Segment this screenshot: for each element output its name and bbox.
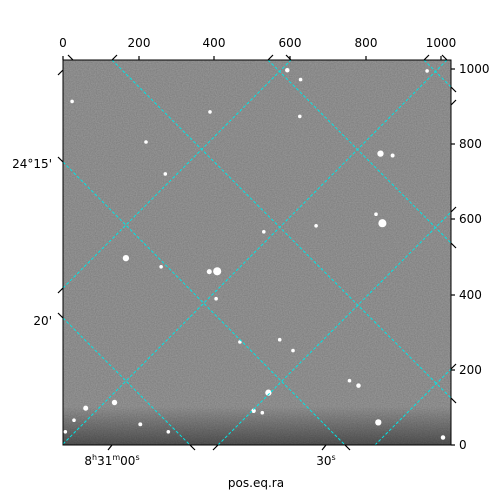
world-tick-top-3 xyxy=(267,54,274,61)
world-tick-left-4 xyxy=(57,312,64,319)
x-tick-label: 1000 xyxy=(426,36,457,50)
ra-minutes-unit: m xyxy=(112,453,120,462)
image-panel xyxy=(62,59,452,446)
image-bottom-shade xyxy=(63,60,451,445)
star-point xyxy=(390,153,395,158)
star-point xyxy=(291,348,295,353)
ra-hours: 8 xyxy=(84,454,92,468)
world-tick-bottom-2 xyxy=(189,444,196,451)
star-layer xyxy=(63,67,446,440)
star-point xyxy=(378,219,387,228)
ra-seconds: 00 xyxy=(120,454,135,468)
x-tick-label: 400 xyxy=(203,36,226,50)
ra-seconds: 30 xyxy=(316,454,331,468)
grid-line-dec-4 xyxy=(374,368,451,445)
star-point xyxy=(111,399,118,406)
y-tick-label: 1000 xyxy=(459,62,490,76)
world-tick-right-5 xyxy=(450,363,457,370)
star-point xyxy=(144,140,148,144)
y-tick-label: 400 xyxy=(459,288,482,302)
world-tick-top-2 xyxy=(111,54,118,61)
dec-tick-label: 24°15' xyxy=(12,157,52,171)
dec-tick-label: 20' xyxy=(33,314,52,328)
star-point xyxy=(206,269,212,275)
world-tick-top-4 xyxy=(285,54,292,61)
ra-seconds-unit: s xyxy=(332,453,336,462)
star-point xyxy=(159,265,163,269)
star-point xyxy=(63,430,68,434)
ra-seconds-unit: s xyxy=(135,453,139,462)
star-point xyxy=(440,435,446,440)
axis-ticks xyxy=(57,54,457,451)
x-tick-label: 200 xyxy=(128,36,151,50)
grid-line-ra-4 xyxy=(423,60,451,88)
star-point xyxy=(298,77,303,82)
world-tick-bottom-3 xyxy=(212,444,219,451)
grid-line-dec-2 xyxy=(63,60,448,445)
star-point xyxy=(265,389,272,396)
x-axis-title: pos.eq.ra xyxy=(228,476,284,490)
grid-line-dec-1 xyxy=(63,60,292,289)
world-tick-top-6 xyxy=(441,54,448,61)
star-point xyxy=(72,418,76,423)
world-tick-right-3 xyxy=(450,206,457,213)
plot-frame xyxy=(62,59,452,446)
x-tick-label: 600 xyxy=(279,36,302,50)
ra-tick-label: 8h31m00s xyxy=(84,453,139,468)
world-tick-bottom-5 xyxy=(321,444,327,451)
grid-line-ra-3 xyxy=(267,60,451,244)
star-point xyxy=(347,378,352,383)
ra-minutes: 31 xyxy=(97,454,112,468)
world-tick-right-6 xyxy=(450,397,457,404)
world-tick-right-2 xyxy=(450,99,457,106)
star-point xyxy=(314,224,318,228)
star-point xyxy=(83,405,89,411)
star-point xyxy=(425,69,429,73)
star-point xyxy=(377,150,384,157)
world-tick-top-1 xyxy=(67,54,74,61)
star-point xyxy=(260,410,265,415)
star-point xyxy=(213,267,222,276)
world-tick-right-1 xyxy=(450,86,457,93)
star-point xyxy=(262,230,266,234)
ra-tick-labels: 8h31m00s 30s xyxy=(84,453,335,468)
y-tick-label: 0 xyxy=(459,438,467,452)
ra-hours-unit: h xyxy=(92,453,97,462)
world-tick-left-1 xyxy=(57,69,64,76)
grid-line-ra-2 xyxy=(63,161,346,445)
coordinate-grid xyxy=(63,60,451,445)
y-tick-label: 600 xyxy=(459,212,482,226)
star-point xyxy=(122,254,130,262)
x-tick-label: 0 xyxy=(59,36,67,50)
x-tick-label: 800 xyxy=(355,36,378,50)
world-tick-right-4 xyxy=(450,242,457,249)
star-point xyxy=(251,408,256,414)
top-x-tick-labels: 0 200 400 600 800 1000 xyxy=(59,36,456,50)
star-point xyxy=(277,337,282,342)
world-tick-bottom-1 xyxy=(107,444,113,451)
y-tick-label: 800 xyxy=(459,137,482,151)
world-tick-bottom-4 xyxy=(344,444,351,451)
world-tick-left-2 xyxy=(57,156,64,163)
star-point xyxy=(374,212,378,216)
star-point xyxy=(375,419,382,426)
world-tick-left-3 xyxy=(57,287,64,294)
star-point xyxy=(70,99,74,104)
star-point xyxy=(166,430,171,434)
ra-tick-label: 30s xyxy=(316,453,335,468)
y-tick-label: 200 xyxy=(459,363,482,377)
star-point xyxy=(285,67,290,73)
star-point xyxy=(356,383,361,388)
star-point xyxy=(163,172,168,176)
star-point xyxy=(208,110,212,114)
star-point xyxy=(298,114,302,119)
star-point xyxy=(214,296,218,301)
right-y-tick-labels: 0 200 400 600 800 1000 xyxy=(459,62,490,452)
star-point xyxy=(138,422,143,427)
dec-tick-labels: 24°15' 20' xyxy=(12,157,52,328)
world-tick-top-5 xyxy=(423,54,430,61)
